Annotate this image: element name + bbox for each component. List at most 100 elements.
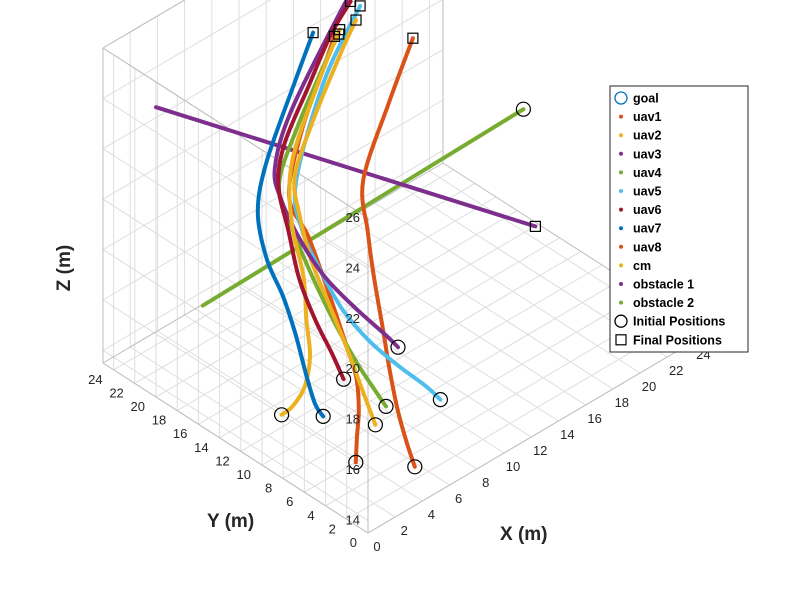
y-tick-label: 8 (265, 481, 272, 496)
legend-box (609, 85, 749, 353)
legend-uav6-marker (619, 207, 623, 212)
back-wall-grid-line (102, 99, 444, 301)
y-tick-label: 0 (350, 535, 357, 550)
floor-grid-line (240, 250, 582, 452)
initial-position-marker (367, 417, 383, 433)
x-tick-label: 4 (428, 507, 435, 522)
series-layer (154, 0, 538, 469)
back-wall-grid-line (102, 0, 186, 49)
initial-position-marker (515, 101, 532, 117)
initial-position-marker (407, 459, 423, 475)
legend-uav5-label: uav5 (633, 185, 662, 199)
x-tick-label: 0 (373, 539, 380, 554)
x-tick-label: 12 (533, 443, 547, 458)
y-tick-label: 12 (215, 453, 229, 468)
final-position-marker (333, 28, 345, 40)
legend-final-positions-label: Final Positions (633, 333, 722, 347)
legend-uav7-marker (619, 226, 623, 231)
x-axis-title: X (m) (500, 524, 548, 545)
final-position-marker (407, 32, 419, 44)
legend-uav8-marker (619, 244, 623, 249)
initial-position-marker (336, 371, 352, 387)
legend-obstacle-1-label: obstacle 1 (633, 278, 694, 292)
z-tick-label: 22 (346, 311, 360, 326)
y-tick-label: 24 (88, 372, 102, 387)
legend-obstacle-2-label: obstacle 2 (633, 296, 694, 310)
legend-uav1-marker (619, 114, 623, 119)
y-tick-label: 6 (286, 494, 293, 509)
initial-position-marker (390, 339, 406, 355)
x-axis-line (367, 332, 709, 534)
floor-grid-line (346, 318, 688, 520)
x-tick-label: 20 (642, 379, 656, 394)
back-wall-grid-line (102, 0, 443, 200)
x-tick-label: 16 (587, 411, 601, 426)
final-position-marker (529, 220, 542, 232)
legend-obstacle-1-marker (619, 282, 623, 286)
y-tick-label: 20 (131, 399, 145, 414)
series-obstacle-1-line (154, 105, 538, 229)
side-wall-grid-line (102, 349, 369, 521)
y-tick-label: 10 (237, 467, 251, 482)
z-tick-label: 26 (346, 210, 360, 225)
floor-grid-line (157, 330, 423, 502)
legend: goal uav1 uav2 uav3 uav4 uav5 uav6 uav7 uav8 cm ob… (609, 85, 749, 353)
side-wall-grid-line (102, 249, 369, 421)
legend-uav5-marker (619, 189, 623, 193)
initial-position-marker (274, 407, 290, 423)
box-edge-line (102, 0, 186, 49)
side-wall-grid-line (102, 97, 369, 269)
z-tick-label: 16 (346, 462, 360, 477)
final-position-marker (344, 0, 357, 8)
legend-uav4-label: uav4 (633, 166, 662, 180)
initial-position-marker (315, 408, 331, 424)
x-tick-label: 2 (401, 523, 408, 538)
floor-grid-line (325, 305, 666, 507)
series-cm-line (292, 18, 378, 427)
legend-uav2-label: uav2 (633, 129, 662, 143)
floor-grid-line (347, 218, 614, 390)
legend-uav4-marker (619, 170, 623, 175)
legend-cm-label: cm (633, 259, 651, 273)
legend-uav6-label: uav6 (633, 203, 662, 217)
legend-items: goal uav1 uav2 uav3 uav4 uav5 uav6 uav7 uav8 cm ob… (614, 91, 725, 347)
legend-initial-positions-label: Initial Positions (633, 315, 725, 329)
y-axis-title: Y (m) (207, 511, 254, 532)
series-uav6-line (276, 0, 353, 382)
y-tick-label: 2 (329, 521, 336, 536)
z-tick-label: 18 (346, 412, 360, 427)
floor-grid-line (282, 278, 624, 480)
floor-grid-line (374, 202, 641, 374)
legend-goal-marker (614, 91, 628, 105)
legend-goal-label: goal (633, 92, 659, 106)
x-tick-label: 6 (455, 491, 462, 506)
y-tick-label: 16 (173, 426, 187, 441)
floor-grid-line (261, 264, 603, 466)
back-wall-grid-line (102, 0, 272, 99)
floor-grid-line (265, 266, 532, 438)
initial-position-marker (348, 454, 364, 470)
x-tick-label: 10 (506, 459, 520, 474)
legend-final-positions-marker (615, 334, 627, 346)
y-tick-label: 14 (194, 440, 208, 455)
back-wall-grid-line (102, 0, 357, 150)
initial-position-marker (378, 398, 394, 414)
marker-layer (274, 0, 542, 475)
series-uav2-line (279, 27, 342, 417)
floor-grid-line (184, 314, 450, 486)
y-axis-line (102, 362, 369, 534)
legend-uav3-marker (619, 151, 623, 156)
z-tick-label: 14 (346, 512, 360, 527)
floor-grid-line (211, 298, 478, 470)
series-uav8-line (360, 36, 417, 469)
legend-cm-marker (619, 263, 623, 268)
side-wall-grid-line (102, 299, 369, 471)
legend-uav8-label: uav8 (633, 240, 662, 254)
tick-layer: 0246810121416182022240246810121416182022… (88, 210, 711, 554)
back-wall-grid-line (102, 149, 444, 351)
x-tick-label: 8 (482, 475, 489, 490)
legend-initial-positions-marker (614, 314, 628, 328)
legend-uav3-label: uav3 (633, 147, 662, 161)
final-position-marker (350, 14, 362, 26)
